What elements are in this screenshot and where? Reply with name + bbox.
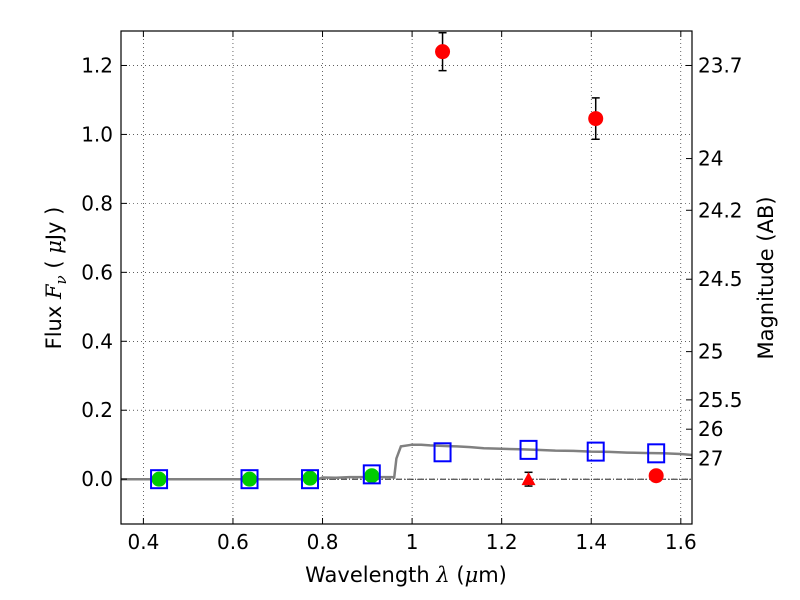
x-tick-label: 1.6: [665, 530, 697, 554]
right-tick-label: 24.2: [698, 198, 743, 222]
y-tick-label: 0.8: [81, 191, 113, 215]
model-point-square: [647, 443, 666, 464]
model-point-square: [300, 469, 319, 490]
right-tick-label: 25: [698, 340, 723, 364]
x-axis-title: Wavelength λ (μm): [305, 563, 507, 587]
data-point-circle: [302, 470, 318, 486]
x-tick-label: 0.8: [307, 530, 339, 554]
x-tick-label: 0.6: [217, 530, 249, 554]
right-tick-label: 24.5: [698, 267, 743, 291]
right-axis-title: Magnitude (AB): [754, 196, 778, 359]
y-tick-label: 0.4: [81, 329, 113, 353]
x-tick-label: 1.2: [486, 530, 518, 554]
data-point-circle: [151, 471, 167, 487]
data-point-triangle: [521, 472, 536, 486]
x-tick-label: 1: [406, 530, 419, 554]
y-tick-label: 1.2: [81, 53, 113, 77]
axis-ticks: 0.4 0.6 0.8 1 1.2 1.4 1.6 0.0 0.2 0.4 0.6 0.8 1.0 1.2…: [81, 31, 743, 554]
right-tick-label: 23.7: [698, 53, 743, 77]
model-point-square: [519, 439, 538, 460]
right-tick-label: 24: [698, 147, 723, 171]
model-point-square: [433, 442, 452, 463]
y-tick-label: 0.2: [81, 398, 113, 422]
model-point-square: [586, 441, 605, 462]
plot-frame: [120, 30, 693, 525]
y-tick-label: 0.6: [81, 260, 113, 284]
data-point-circle: [242, 471, 258, 487]
right-tick-label: 27: [698, 446, 723, 470]
x-tick-label: 1.4: [575, 530, 607, 554]
right-tick-label: 26: [698, 417, 723, 441]
y-axis-title: Flux Fν ( μJy ): [42, 207, 70, 350]
y-tick-label: 0.0: [81, 467, 113, 491]
data-point-circle: [364, 468, 380, 484]
model-point-square: [362, 464, 381, 485]
model-point-square: [240, 469, 259, 490]
x-tick-label: 0.4: [127, 530, 159, 554]
data-point-circle: [648, 468, 664, 484]
right-tick-label: 25.5: [698, 388, 743, 412]
data-point-circle: [435, 44, 451, 60]
model-point-square: [150, 469, 169, 490]
y-tick-label: 1.0: [81, 122, 113, 146]
data-markers: [150, 31, 666, 490]
data-point-circle: [588, 111, 604, 127]
